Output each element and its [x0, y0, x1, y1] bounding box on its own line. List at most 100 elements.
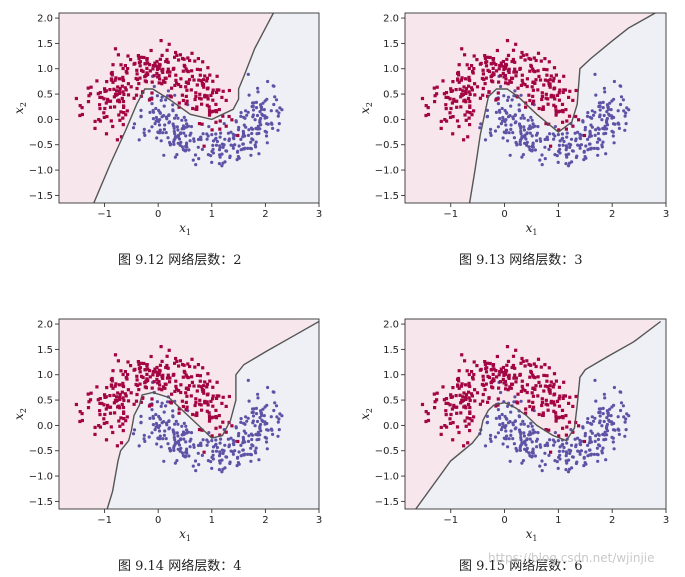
point-class1	[522, 434, 526, 438]
point-class1	[528, 454, 532, 458]
point-class1	[148, 416, 152, 420]
point-class0	[470, 370, 474, 374]
point-class0	[194, 400, 198, 405]
point-class0	[574, 394, 578, 399]
point-class0	[491, 66, 495, 70]
point-class1	[601, 140, 605, 144]
point-class1	[565, 451, 569, 456]
point-class1	[175, 431, 179, 435]
point-class0	[97, 424, 101, 428]
point-class1	[192, 443, 196, 447]
point-class0	[106, 405, 110, 409]
point-class0	[548, 384, 552, 388]
point-class0	[545, 379, 549, 383]
point-class0	[150, 97, 154, 101]
point-class0	[426, 418, 431, 423]
point-class1	[251, 138, 255, 142]
point-class0	[463, 359, 467, 363]
point-class0	[506, 69, 510, 73]
chart-panel-9-15: −1 0 1 2 3 2.0 1.5 1.0 0.5 0.0 −0.5 −1.0 −1.5 x1 x2	[344, 304, 685, 543]
point-class0	[505, 363, 509, 367]
point-class0	[165, 70, 170, 74]
point-class1	[485, 420, 490, 424]
point-class1	[509, 410, 513, 414]
point-class0	[157, 368, 161, 372]
point-class0	[549, 399, 553, 403]
point-class1	[280, 108, 284, 112]
point-class0	[150, 80, 154, 84]
point-class0	[116, 391, 120, 395]
point-class0	[544, 402, 548, 406]
point-class0	[227, 114, 231, 119]
point-class0	[177, 389, 181, 393]
point-class1	[142, 433, 146, 437]
point-class0	[160, 375, 164, 379]
point-class0	[206, 372, 210, 376]
point-class0	[464, 424, 468, 428]
point-class0	[151, 67, 155, 71]
point-class1	[176, 134, 180, 138]
point-class0	[164, 59, 168, 64]
point-class1	[239, 148, 243, 152]
point-class1	[176, 440, 180, 444]
point-class1	[254, 126, 258, 130]
point-class1	[181, 124, 186, 128]
point-class0	[518, 67, 522, 71]
point-class0	[467, 96, 471, 100]
point-class0	[153, 367, 157, 371]
point-class0	[180, 93, 184, 97]
point-class0	[530, 85, 534, 89]
point-class0	[554, 105, 558, 109]
point-class0	[460, 399, 464, 403]
point-class0	[152, 380, 156, 384]
point-class0	[181, 69, 185, 73]
point-class0	[534, 78, 538, 82]
point-class0	[218, 119, 222, 123]
point-class0	[122, 92, 126, 96]
point-class0	[115, 444, 119, 448]
point-class1	[605, 433, 609, 437]
x-axis-label-sub: 1	[186, 534, 191, 543]
point-class1	[150, 408, 154, 412]
point-class0	[88, 398, 93, 402]
point-class1	[591, 419, 596, 423]
x-tick-label: 0	[501, 515, 507, 526]
point-class0	[236, 439, 240, 444]
point-class0	[448, 115, 453, 119]
point-class0	[446, 95, 450, 100]
point-class1	[521, 113, 525, 117]
point-class0	[134, 382, 138, 387]
point-class1	[558, 457, 562, 461]
point-class1	[266, 79, 270, 84]
point-class1	[485, 114, 490, 118]
point-class0	[506, 359, 511, 363]
point-class0	[481, 399, 485, 403]
point-class0	[512, 376, 516, 380]
point-class0	[545, 374, 549, 378]
point-class0	[499, 61, 503, 65]
point-class1	[158, 434, 162, 438]
point-class1	[154, 106, 158, 111]
point-class0	[487, 396, 491, 400]
point-class0	[160, 69, 164, 73]
point-class0	[483, 56, 487, 61]
point-class1	[257, 458, 261, 462]
point-class1	[602, 419, 606, 424]
point-class0	[543, 57, 547, 61]
point-class1	[582, 158, 586, 162]
point-class1	[605, 110, 609, 114]
point-class0	[201, 83, 205, 87]
point-class0	[525, 359, 529, 363]
point-class1	[211, 449, 215, 453]
point-class0	[467, 396, 471, 400]
point-class0	[444, 107, 448, 111]
point-class0	[98, 401, 102, 405]
point-class0	[486, 400, 490, 404]
point-class0	[214, 426, 218, 430]
point-class1	[171, 124, 176, 128]
point-class1	[618, 390, 622, 394]
point-class1	[598, 101, 603, 105]
point-class1	[221, 161, 225, 165]
point-class0	[190, 357, 194, 361]
point-class0	[547, 428, 551, 432]
